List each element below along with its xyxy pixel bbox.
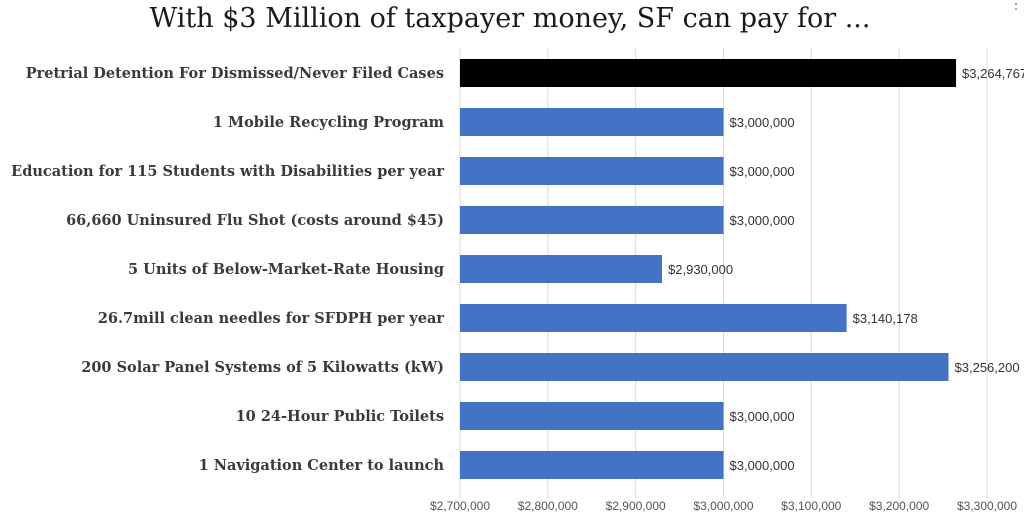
category-label: Education for 115 Students with Disabili… [11, 163, 444, 180]
data-label: $3,140,178 [853, 311, 918, 326]
data-labels: $3,264,767 $3,000,000 $3,000,000 $3,000,000… [668, 66, 1024, 473]
data-label: $3,000,000 [730, 213, 795, 228]
bars [460, 59, 957, 479]
category-label: 66,660 Uninsured Flu Shot (costs around … [66, 212, 444, 229]
category-label: 200 Solar Panel Systems of 5 Kilowatts (… [81, 359, 444, 376]
category-label: Pretrial Detention For Dismissed/Never F… [26, 65, 444, 82]
chart-title: With $3 Million of taxpayer money, SF ca… [150, 3, 871, 34]
menu-dots-icon [1014, 2, 1018, 11]
category-labels: Pretrial Detention For Dismissed/Never F… [11, 65, 444, 474]
x-tick-label: $3,100,000 [781, 499, 841, 512]
data-label: $3,000,000 [730, 409, 795, 424]
category-label: 5 Units of Below-Market-Rate Housing [128, 261, 444, 278]
category-label: 10 24-Hour Public Toilets [236, 408, 444, 425]
data-label: $3,256,200 [955, 360, 1020, 375]
x-tick-label: $2,900,000 [606, 499, 666, 512]
bar [460, 59, 957, 87]
data-label: $2,930,000 [668, 262, 733, 277]
category-label: 26.7mill clean needles for SFDPH per yea… [98, 310, 445, 327]
data-label: $3,264,767 [962, 66, 1024, 81]
bar [460, 451, 724, 479]
bar [460, 108, 724, 136]
data-label: $3,000,000 [730, 115, 795, 130]
bar [460, 402, 724, 430]
bar [460, 255, 663, 283]
x-tick-label: $3,000,000 [693, 499, 753, 512]
bar [460, 206, 724, 234]
data-label: $3,000,000 [730, 458, 795, 473]
bar [460, 157, 724, 185]
x-tick-label: $2,700,000 [430, 499, 490, 512]
x-tick-label: $3,200,000 [869, 499, 929, 512]
bar [460, 304, 847, 332]
category-label: 1 Mobile Recycling Program [213, 114, 445, 131]
x-tick-label: $2,800,000 [518, 499, 578, 512]
x-tick-label: $3,300,000 [957, 499, 1017, 512]
data-label: $3,000,000 [730, 164, 795, 179]
bar [460, 353, 949, 381]
category-label: 1 Navigation Center to launch [199, 457, 445, 474]
x-axis-tick-labels: $2,700,000 $2,800,000 $2,900,000 $3,000,000… [430, 499, 1017, 512]
